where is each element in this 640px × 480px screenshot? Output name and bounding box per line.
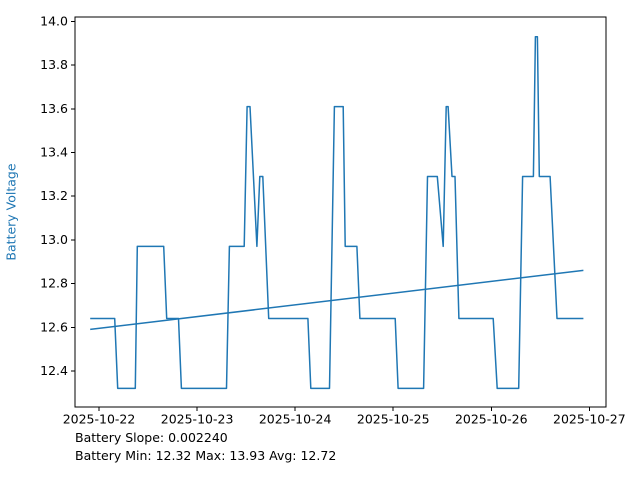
y-tick-label: 12.8 — [40, 276, 68, 291]
axes-box — [74, 16, 607, 408]
x-tick-label: 2025-10-23 — [161, 412, 234, 427]
battery-trend-line — [90, 269, 584, 331]
y-tick-label: 12.4 — [40, 363, 68, 378]
x-tick-label: 2025-10-22 — [63, 412, 136, 427]
x-tick-label: 2025-10-24 — [259, 412, 332, 427]
battery-voltage-line — [90, 35, 584, 390]
x-tick-label: 2025-10-26 — [455, 412, 528, 427]
x-tick-label: 2025-10-25 — [357, 412, 430, 427]
stats-annotation: Battery Slope: 0.002240 Battery Min: 12.… — [75, 429, 336, 465]
battery-slope-text: Battery Slope: 0.002240 — [75, 430, 228, 445]
y-tick-label: 13.6 — [40, 101, 68, 116]
y-tick-label: 14.0 — [40, 13, 68, 28]
x-tick-label: 2025-10-27 — [553, 412, 626, 427]
y-tick-label: 12.6 — [40, 319, 68, 334]
y-tick-label: 13.0 — [40, 232, 68, 247]
y-tick-label: 13.2 — [40, 188, 68, 203]
y-tick-label: 13.8 — [40, 57, 68, 72]
battery-stats-text: Battery Min: 12.32 Max: 13.93 Avg: 12.72 — [75, 448, 337, 463]
y-axis-label: Battery Voltage — [3, 163, 19, 261]
y-tick-label: 13.4 — [40, 144, 68, 159]
